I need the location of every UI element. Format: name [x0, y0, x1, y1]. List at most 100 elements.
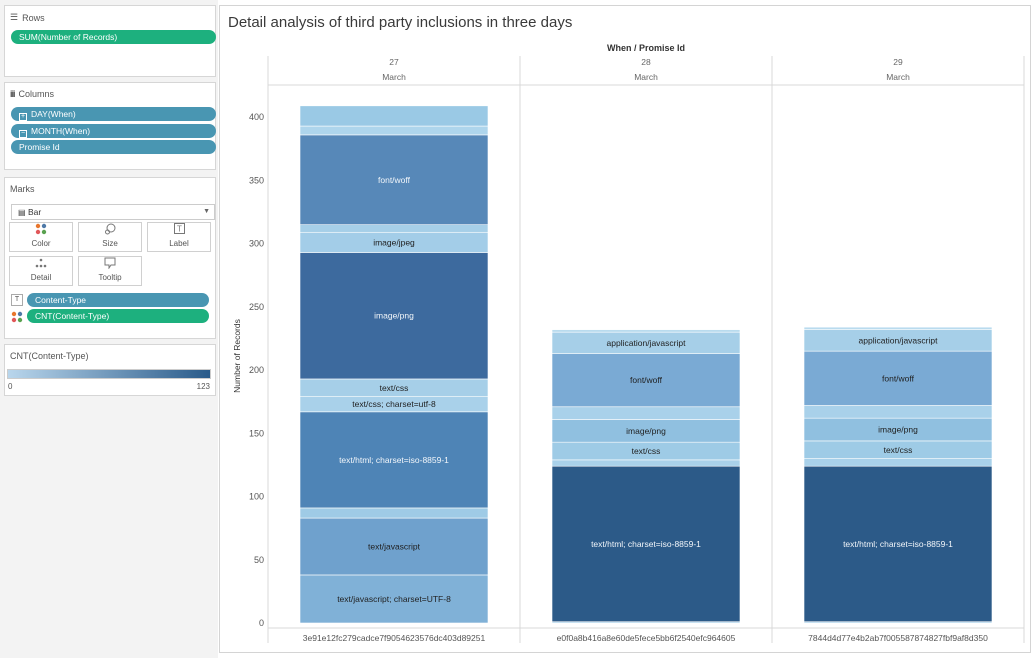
day-header: 28: [641, 57, 651, 67]
y-tick-label: 0: [259, 618, 264, 628]
mark-type-label: Bar: [27, 207, 42, 217]
color-legend-gradient: [7, 369, 211, 379]
segment-label: font/woff: [630, 375, 663, 385]
collapse-icon[interactable]: −: [19, 130, 27, 138]
segment-label: text/css: [632, 446, 661, 456]
segment-label: image/png: [626, 426, 666, 436]
tooltip-icon: [79, 257, 141, 272]
marks-pill-content-type[interactable]: Content-Type: [27, 293, 209, 307]
y-tick-label: 200: [249, 365, 264, 375]
detail-button-label: Detail: [30, 273, 52, 282]
pill-label: CNT(Content-Type): [35, 311, 110, 321]
segment-label: font/woff: [378, 175, 411, 185]
columns-shelf-title: iii Columns: [5, 83, 215, 99]
month-header: March: [886, 72, 910, 82]
bar-segment: [803, 465, 993, 623]
size-icon: [79, 223, 141, 238]
columns-pill-month[interactable]: − MONTH(When): [11, 124, 216, 138]
column-header-title: When / Promise Id: [607, 43, 685, 53]
size-button[interactable]: Size: [78, 222, 142, 252]
bar-segment: [299, 507, 489, 519]
rows-icon: ☰: [10, 12, 19, 22]
day-header: 29: [893, 57, 903, 67]
y-tick-label: 150: [249, 428, 264, 438]
segment-label: text/html; charset=iso-8859-1: [339, 455, 449, 465]
bar-segment: [803, 350, 993, 406]
color-legend-title: CNT(Content-Type): [10, 351, 89, 361]
rows-shelf: ☰ Rows SUM(Number of Records): [4, 5, 216, 77]
pill-label: Content-Type: [35, 295, 87, 305]
bar-segment: [299, 574, 489, 624]
columns-pill-promise-id[interactable]: Promise Id: [11, 140, 216, 154]
color-legend-max: 123: [196, 382, 210, 391]
bar-segment: [551, 465, 741, 623]
tooltip-button[interactable]: Tooltip: [78, 256, 142, 286]
bar-chart-icon: ▤: [18, 208, 26, 217]
detail-icon: [10, 257, 72, 272]
bar-chart: When / Promise Id 0 50 100 150 200 250 300 350 40…: [232, 43, 1025, 643]
tooltip-button-label: Tooltip: [98, 273, 122, 282]
bar-segment: [551, 406, 741, 420]
bar-segment: [803, 326, 993, 330]
columns-title-label: Columns: [18, 89, 55, 99]
segment-label: image/png: [374, 311, 414, 321]
y-tick-label: 300: [249, 239, 264, 249]
svg-text:T: T: [177, 225, 182, 234]
bar-segment: [299, 125, 489, 136]
pill-label: MONTH(When): [31, 126, 91, 136]
segment-label: text/javascript; charset=UTF-8: [337, 594, 451, 604]
y-tick-label: 350: [249, 175, 264, 185]
segment-label: image/jpeg: [373, 237, 415, 247]
label-icon: T: [148, 223, 210, 238]
chart-panel: Detail analysis of third party inclusion…: [219, 5, 1031, 653]
rows-shelf-title: ☰ Rows: [5, 6, 215, 23]
segment-label: text/css: [380, 383, 409, 393]
y-tick-label: 400: [249, 112, 264, 122]
marks-title: Marks: [5, 178, 215, 194]
x-tick-label-promise-id: 3e91e12fc279cadce7f9054623576dc403d89251: [303, 633, 486, 643]
segment-label: text/html; charset=iso-8859-1: [843, 539, 953, 549]
y-axis-label: Number of Records: [232, 319, 242, 393]
marks-card: Marks ▤ Bar ▼ Color Size T Label: [4, 177, 216, 339]
marks-title-label: Marks: [10, 184, 35, 194]
chart-title: Detail analysis of third party inclusion…: [228, 14, 573, 31]
segment-label: application/javascript: [859, 335, 939, 345]
segment-label: text/css: [884, 445, 913, 455]
day-header: 27: [389, 57, 399, 67]
marks-pill-cnt-content-type[interactable]: CNT(Content-Type): [27, 309, 209, 323]
bar-segment: [551, 459, 741, 467]
rows-pill-sum-records[interactable]: SUM(Number of Records): [11, 30, 216, 44]
label-button-label: Label: [169, 239, 189, 248]
expand-icon[interactable]: +: [19, 113, 27, 121]
color-legend-min: 0: [8, 382, 13, 391]
y-tick-label: 100: [249, 492, 264, 502]
bar-segment: [299, 134, 489, 225]
left-panel: ☰ Rows SUM(Number of Records) iii Column…: [0, 0, 218, 658]
month-header: March: [382, 72, 406, 82]
color-button[interactable]: Color: [9, 222, 73, 252]
columns-pill-day[interactable]: + DAY(When): [11, 107, 216, 121]
segment-label: text/javascript: [368, 541, 421, 551]
bar-segment: [551, 353, 741, 408]
mark-type-dropdown[interactable]: ▤ Bar ▼: [11, 204, 215, 220]
label-icon: T: [11, 294, 23, 306]
bar-segment: [299, 411, 489, 509]
y-tick-label: 50: [254, 555, 264, 565]
color-dots-icon: [11, 310, 23, 323]
x-tick-label-promise-id: e0f0a8b416a8e60de5fece5bb6f2540efc964605: [557, 633, 736, 643]
pill-label: Promise Id: [19, 142, 60, 152]
label-button[interactable]: T Label: [147, 222, 211, 252]
pill-label: DAY(When): [31, 109, 76, 119]
bar-segment: [299, 517, 489, 576]
bar-segment: [551, 329, 741, 333]
segment-label: image/png: [878, 425, 918, 435]
bar-segment: [299, 224, 489, 233]
chevron-down-icon: ▼: [203, 208, 210, 215]
y-tick-label: 250: [249, 302, 264, 312]
bar-segment: [803, 405, 993, 419]
segment-label: text/css; charset=utf-8: [352, 399, 436, 409]
columns-shelf: iii Columns + DAY(When) − MONTH(When) Prom…: [4, 82, 216, 170]
bar-segment: [803, 458, 993, 467]
detail-button[interactable]: Detail: [9, 256, 73, 286]
size-button-label: Size: [102, 239, 118, 248]
